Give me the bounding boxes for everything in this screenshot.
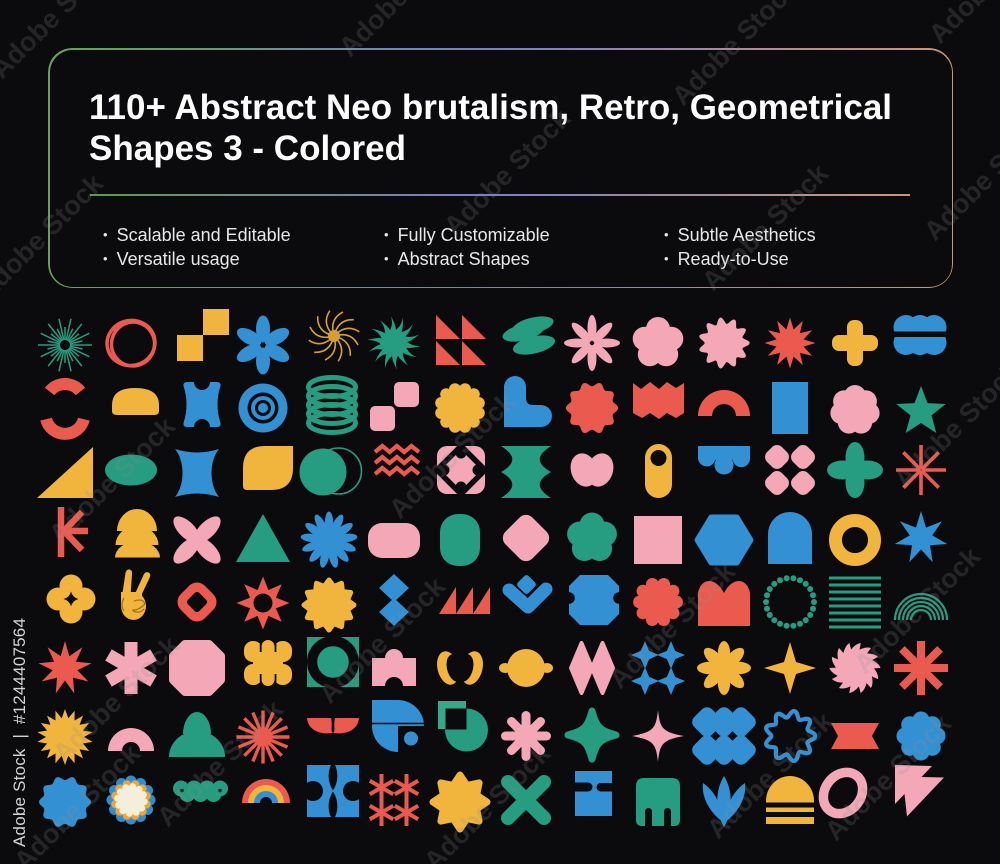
svg-text:Adobe Stock: Adobe Stock [888,356,1000,495]
svg-text:Adobe Stock: Adobe Stock [819,708,958,847]
svg-text:Adobe Stock: Adobe Stock [848,541,987,680]
svg-text:Adobe Stock: Adobe Stock [918,108,1000,247]
svg-text:Adobe Stock: Adobe Stock [151,694,290,833]
svg-text:Adobe Stock: Adobe Stock [666,0,805,111]
svg-text:Adobe Stock: Adobe Stock [923,0,1000,49]
svg-text:Adobe Stock: Adobe Stock [438,103,577,242]
svg-text:Adobe Stock: Adobe Stock [333,0,472,62]
svg-text:Adobe Stock: Adobe Stock [0,0,124,84]
svg-text:Adobe Stock: Adobe Stock [701,706,840,845]
svg-text:Adobe Stock: Adobe Stock [43,411,182,550]
svg-text:Adobe Stock: Adobe Stock [696,158,835,297]
svg-text:Adobe Stock: Adobe Stock [383,386,522,525]
svg-text:Adobe Stock: Adobe Stock [603,556,742,695]
svg-text:Adobe Stock: Adobe Stock [0,168,110,307]
svg-text:Adobe Stock: Adobe Stock [313,571,452,710]
svg-text:Adobe Stock: Adobe Stock [418,738,557,864]
